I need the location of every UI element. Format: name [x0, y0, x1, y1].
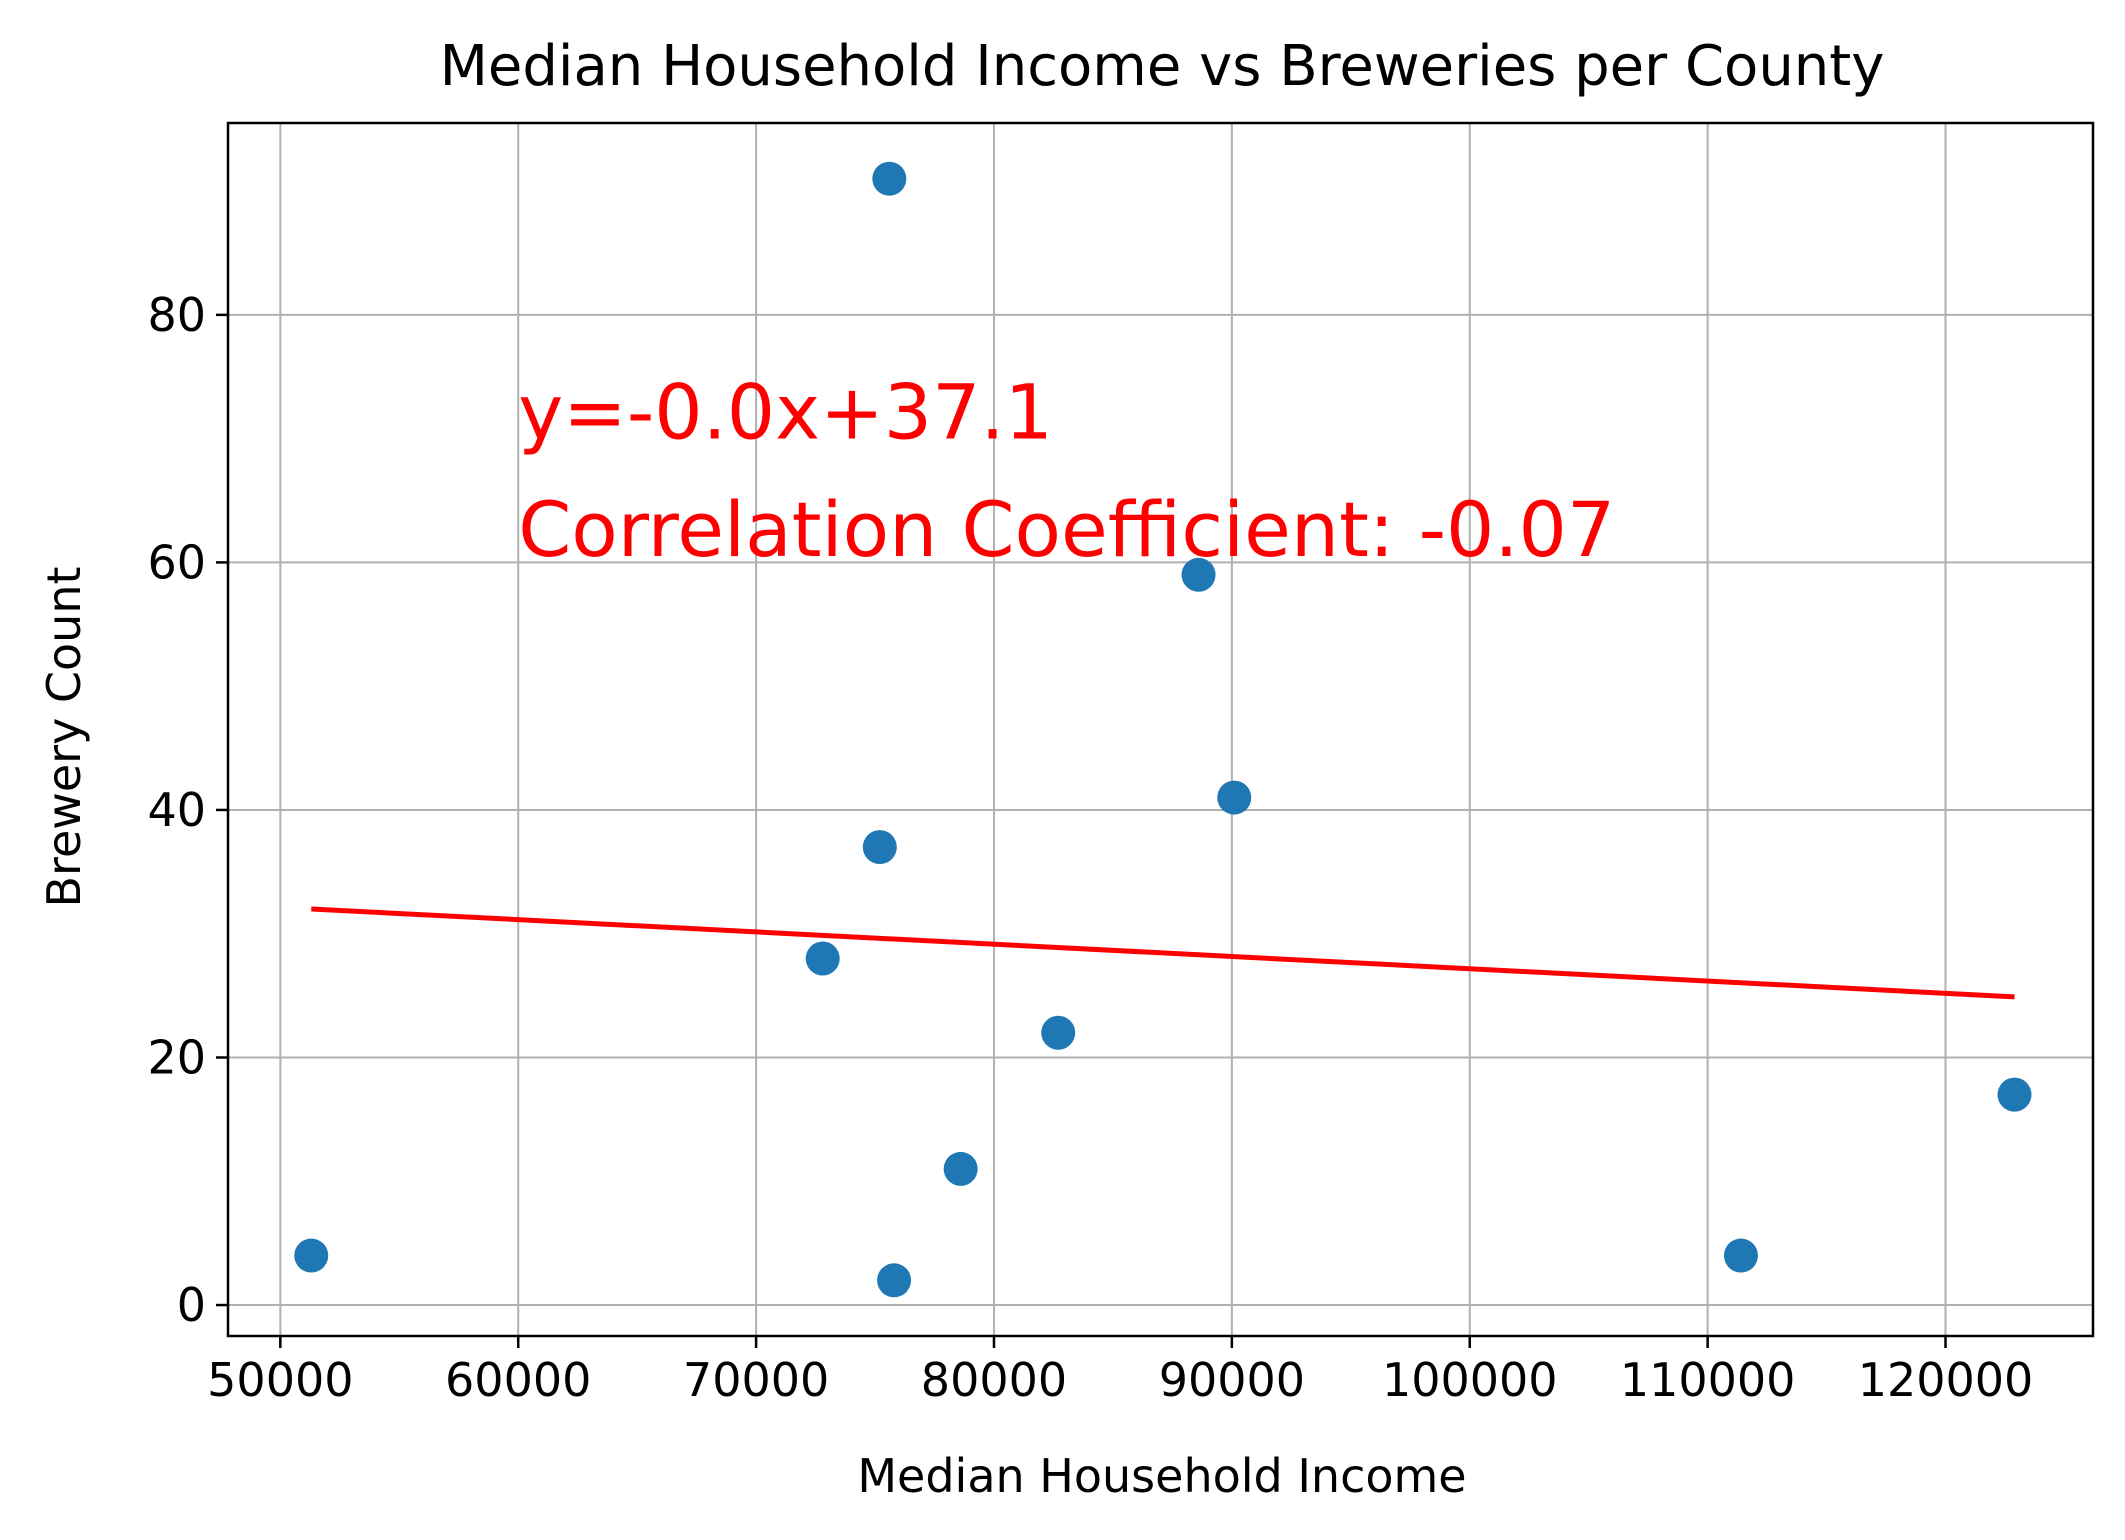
- chart-title: Median Household Income vs Breweries per…: [440, 34, 1885, 99]
- data-points: [294, 161, 2032, 1298]
- x-tick-label: 60000: [445, 1353, 591, 1407]
- x-tick-label: 80000: [921, 1353, 1067, 1407]
- data-point: [805, 941, 840, 976]
- x-tick-label: 120000: [1858, 1353, 2034, 1407]
- y-tick-label: 0: [177, 1278, 206, 1332]
- data-point: [1997, 1077, 2032, 1112]
- x-tick-label: 90000: [1159, 1353, 1305, 1407]
- data-point: [872, 161, 907, 196]
- x-tick-label: 50000: [207, 1353, 353, 1407]
- data-point: [1723, 1238, 1758, 1273]
- regression-line-group: [311, 906, 2015, 1000]
- regression-line: [311, 906, 2015, 1000]
- data-point: [1181, 557, 1216, 592]
- x-tick-label: 70000: [683, 1353, 829, 1407]
- x-axis-label: Median Household Income: [857, 1449, 1466, 1503]
- data-point: [294, 1238, 329, 1273]
- data-point: [877, 1263, 912, 1298]
- plot-frame: [226, 121, 2095, 1338]
- regression-equation: y=-0.0x+37.1: [518, 368, 1053, 457]
- correlation-coefficient: Correlation Coefficient: -0.07: [518, 485, 1615, 574]
- data-point: [1217, 780, 1252, 815]
- y-tick-label: 40: [147, 783, 206, 837]
- axis-ticks: 50000 60000 70000 80000 90000 100000 110000 120…: [147, 288, 2033, 1407]
- data-point: [1041, 1015, 1076, 1050]
- data-point: [862, 830, 897, 865]
- y-tick-label: 20: [147, 1031, 206, 1085]
- grid: [228, 123, 2093, 1336]
- x-tick-label: 110000: [1620, 1353, 1796, 1407]
- y-axis-label: Brewery Count: [37, 566, 91, 907]
- y-tick-label: 80: [147, 288, 206, 342]
- x-tick-label: 100000: [1382, 1353, 1558, 1407]
- y-tick-label: 60: [147, 535, 206, 589]
- data-point: [943, 1151, 978, 1186]
